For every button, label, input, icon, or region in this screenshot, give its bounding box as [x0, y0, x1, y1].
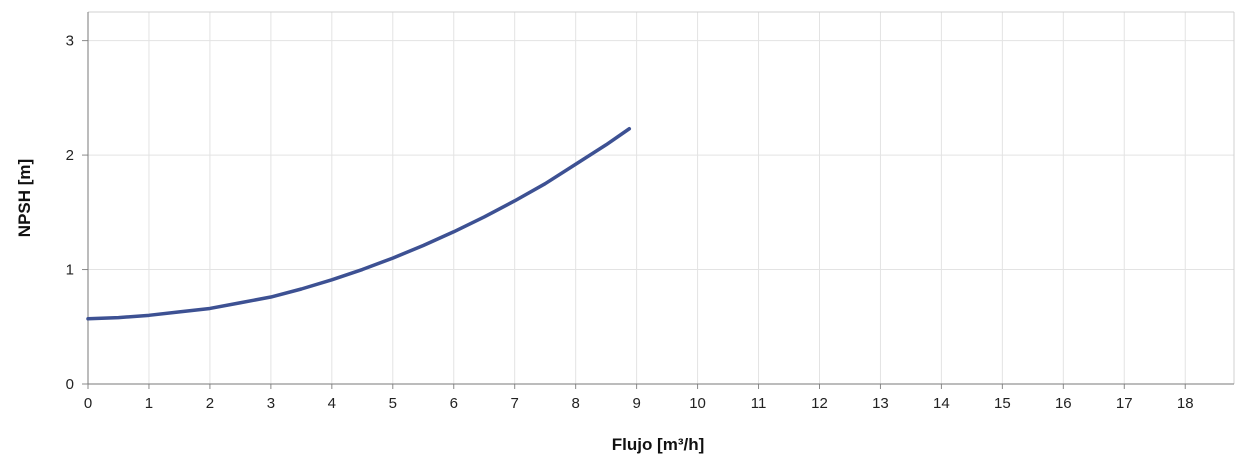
x-tick-label: 3 — [267, 395, 275, 412]
x-tick-label: 7 — [511, 395, 519, 412]
x-tick-label: 15 — [994, 395, 1011, 412]
x-tick-label: 13 — [872, 395, 889, 412]
grid — [88, 12, 1234, 384]
y-axis-title: NPSH [m] — [15, 159, 34, 237]
x-tick-label: 4 — [328, 395, 336, 412]
y-tick-label: 1 — [66, 262, 74, 279]
x-tick-label: 8 — [571, 395, 579, 412]
x-tick-label: 2 — [206, 395, 214, 412]
x-tick-label: 17 — [1116, 395, 1133, 412]
x-tick-label: 16 — [1055, 395, 1072, 412]
x-tick-label: 1 — [145, 395, 153, 412]
x-tick-label: 9 — [632, 395, 640, 412]
x-tick-label: 18 — [1177, 395, 1194, 412]
x-tick-label: 0 — [84, 395, 92, 412]
npsh-curve — [86, 127, 632, 321]
x-tick-label: 12 — [811, 395, 828, 412]
x-tick-label: 14 — [933, 395, 950, 412]
x-tick-label: 10 — [689, 395, 706, 412]
x-tick-label: 6 — [450, 395, 458, 412]
y-tick-label: 0 — [66, 376, 74, 393]
x-axis-title: Flujo [m³/h] — [612, 435, 705, 454]
y-tick-label: 3 — [66, 33, 74, 50]
series-layer — [86, 127, 632, 321]
x-tick-label: 11 — [751, 395, 767, 412]
y-tick-label: 2 — [66, 147, 74, 164]
axes — [82, 11, 1235, 389]
x-tick-label: 5 — [389, 395, 397, 412]
